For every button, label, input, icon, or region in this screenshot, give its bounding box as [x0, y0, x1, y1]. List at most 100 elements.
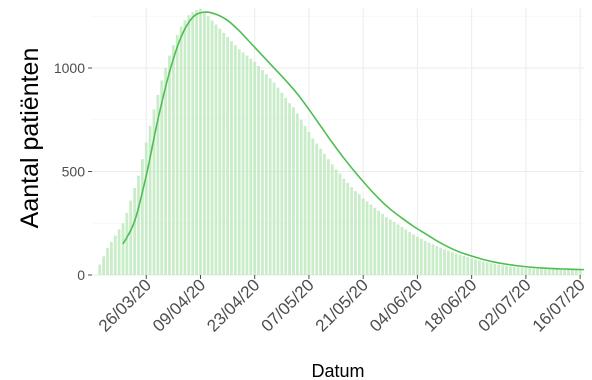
bar: [102, 256, 106, 275]
x-tick-label: 18/06/20: [420, 275, 480, 335]
bar: [230, 41, 233, 276]
bar: [268, 78, 272, 275]
bar: [350, 187, 353, 275]
bar: [570, 269, 574, 275]
bar: [311, 138, 315, 275]
bar: [470, 258, 474, 275]
bar: [292, 107, 295, 275]
bar: [237, 49, 241, 275]
bar: [261, 70, 264, 276]
bar: [450, 252, 454, 275]
bar: [330, 164, 334, 275]
bar: [202, 12, 206, 276]
bar: [257, 65, 260, 275]
bar: [485, 262, 489, 275]
bar: [137, 175, 140, 275]
bar: [160, 80, 164, 275]
bar: [478, 260, 481, 275]
bar: [98, 264, 102, 275]
bar: [458, 254, 462, 275]
bar: [416, 236, 419, 275]
bar: [536, 268, 539, 275]
bar: [528, 268, 532, 275]
bar: [462, 255, 466, 275]
y-axis-title: Aantal patiënten: [16, 48, 44, 229]
y-tick-label: 0: [77, 267, 85, 283]
bar: [466, 257, 470, 275]
bar: [210, 20, 214, 275]
bar: [187, 15, 191, 275]
bar: [493, 264, 497, 275]
bar: [501, 265, 505, 275]
bar-series: [98, 9, 582, 276]
bar: [474, 259, 477, 275]
y-tick-label: 500: [62, 164, 86, 180]
bar: [121, 223, 125, 275]
bar: [195, 10, 198, 276]
bar: [427, 242, 431, 275]
bar: [357, 194, 361, 275]
bar: [319, 148, 322, 275]
bar: [272, 82, 276, 275]
bar: [369, 204, 373, 275]
bar: [423, 240, 427, 275]
bar: [377, 210, 381, 275]
bar: [280, 92, 284, 275]
bar: [129, 200, 133, 275]
bar: [249, 58, 253, 275]
y-tick-label: 1000: [54, 60, 85, 76]
bar: [171, 45, 175, 275]
bar: [388, 219, 392, 275]
bar: [303, 125, 307, 275]
bar: [315, 143, 319, 275]
bar: [140, 159, 144, 275]
bar: [109, 241, 113, 275]
bar: [447, 250, 450, 275]
bar: [183, 20, 187, 275]
bar: [412, 234, 415, 275]
bar: [156, 94, 160, 275]
bar: [551, 269, 555, 275]
bar: [346, 182, 350, 275]
bar: [543, 269, 547, 275]
bar: [419, 238, 423, 275]
x-axis-title: Datum: [311, 361, 364, 380]
bar: [295, 113, 299, 275]
bar: [241, 52, 245, 275]
bar: [106, 248, 109, 275]
bar: [454, 253, 458, 275]
bar: [516, 267, 520, 275]
bar: [218, 28, 222, 275]
bar: [396, 224, 400, 275]
bar: [404, 229, 408, 275]
bar: [443, 249, 446, 275]
x-tick-label: 23/04/20: [203, 275, 263, 335]
bar: [117, 229, 121, 275]
bar: [152, 109, 156, 275]
trend-line: [122, 11, 585, 271]
bar: [559, 269, 563, 275]
bar: [354, 191, 357, 275]
bar: [148, 125, 152, 275]
bar: [431, 244, 435, 275]
bar: [264, 74, 268, 275]
bar: [392, 222, 396, 275]
bar: [144, 142, 148, 275]
x-tick-label: 26/03/20: [95, 275, 155, 335]
bar: [365, 201, 369, 275]
bar: [563, 269, 567, 275]
x-axis: 26/03/2009/04/2023/04/2007/05/2021/05/20…: [95, 275, 589, 336]
bar: [175, 34, 179, 275]
bar: [381, 213, 384, 275]
bar: [113, 235, 117, 275]
bar: [284, 98, 288, 275]
bar: [439, 247, 443, 275]
bar: [539, 268, 543, 275]
bar: [338, 173, 342, 275]
bar: [288, 103, 291, 275]
bar: [191, 12, 195, 276]
bar: [214, 24, 218, 276]
bar: [299, 119, 303, 275]
bar: [574, 269, 578, 275]
